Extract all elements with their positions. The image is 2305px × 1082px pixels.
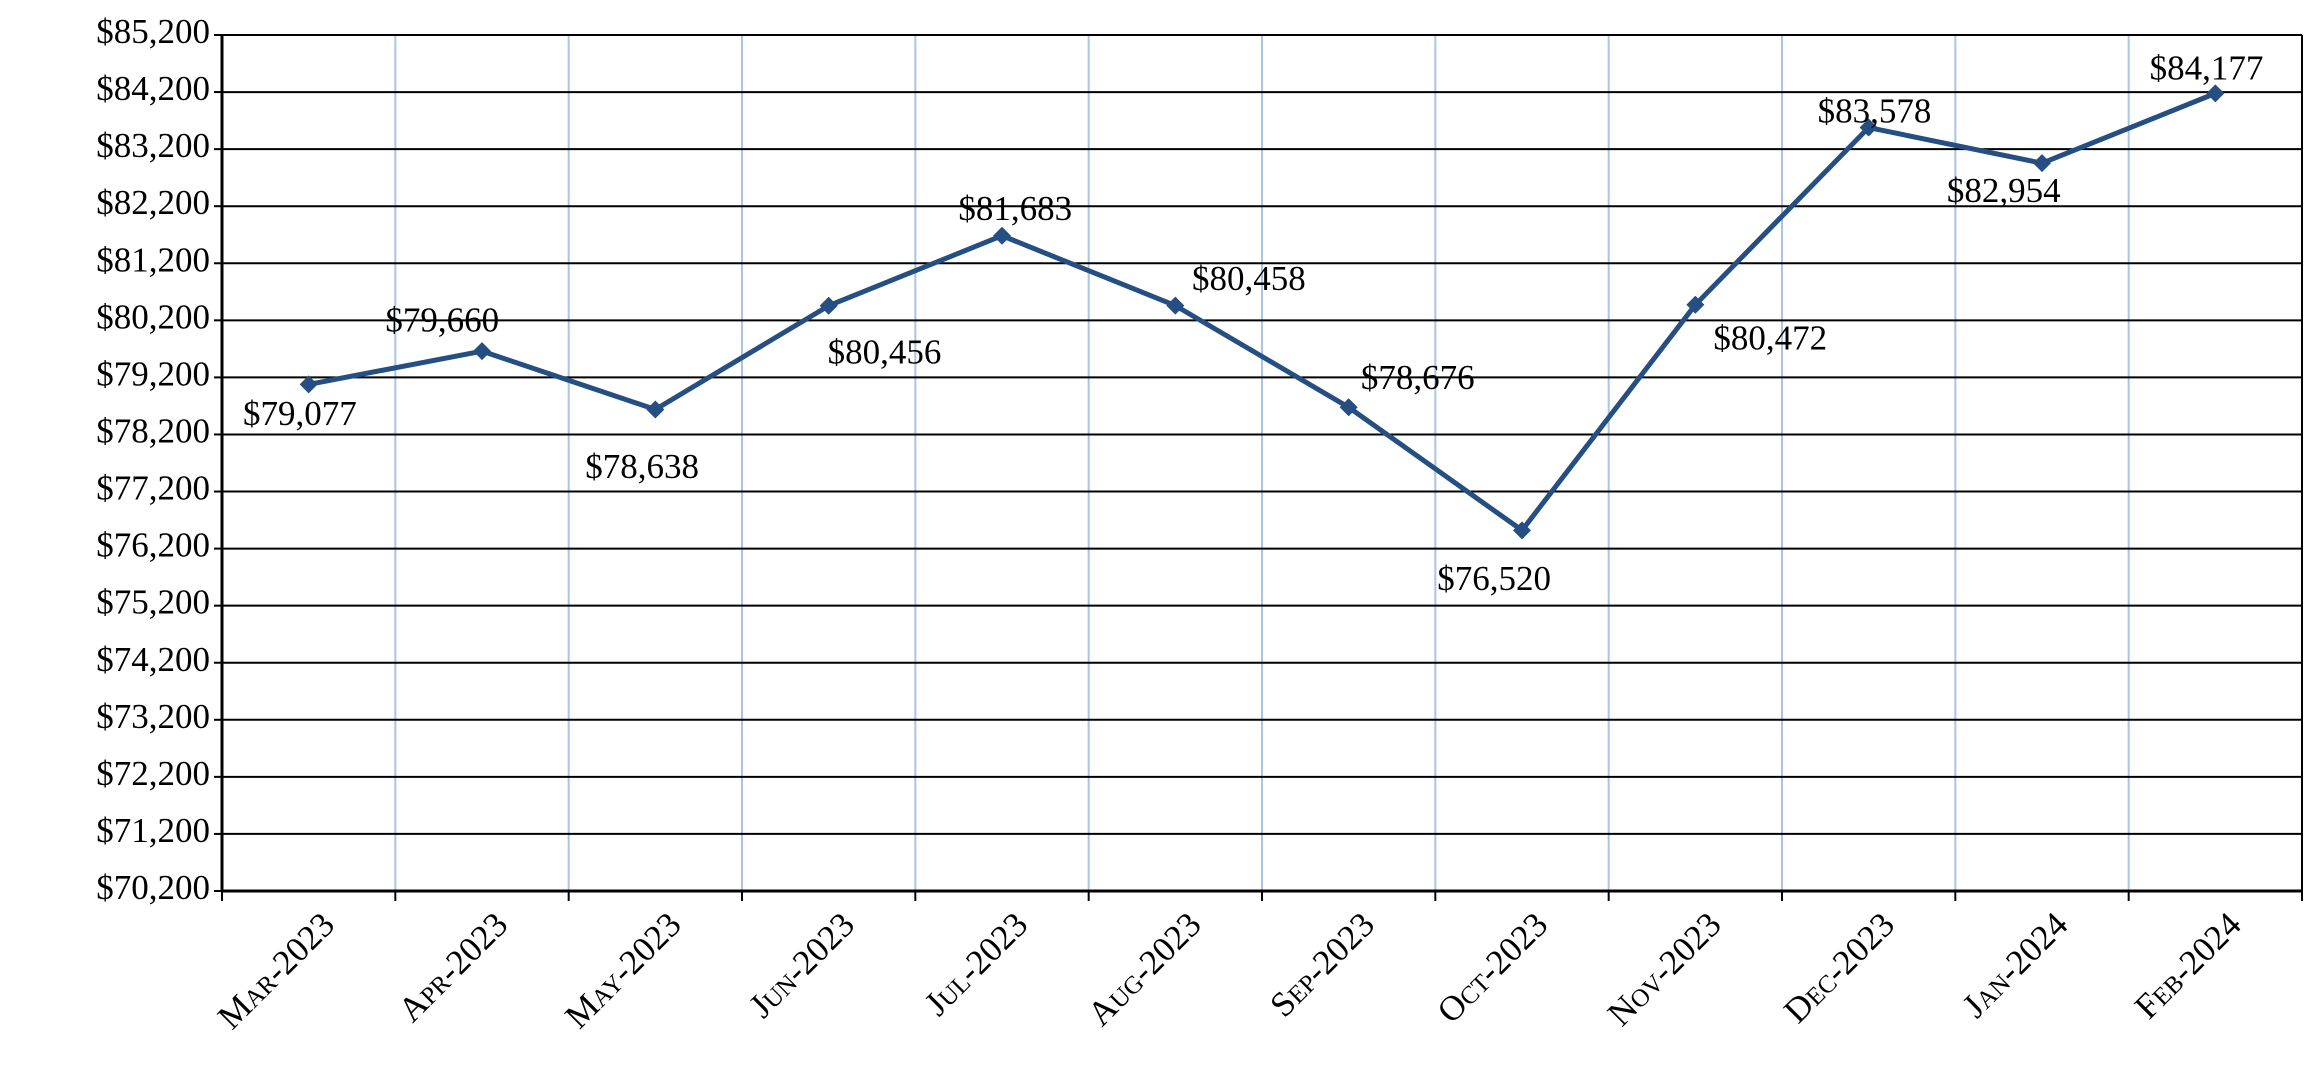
x-tick-label: Aug-2023 (1080, 905, 1209, 1034)
y-tick-label: $83,200 (96, 126, 210, 165)
marker (473, 342, 491, 361)
x-tick-label: Jun-2023 (742, 905, 862, 1025)
marker (646, 400, 665, 419)
data-label: $79,077 (243, 394, 357, 433)
marker (819, 296, 838, 315)
y-tick-label: $79,200 (96, 354, 210, 393)
data-label: $80,472 (1713, 319, 1827, 358)
x-tick-label: Sep-2023 (1262, 905, 1382, 1025)
x-tick-label: Apr-2023 (391, 905, 516, 1030)
y-tick-label: $76,200 (96, 526, 210, 565)
data-label: $78,676 (1361, 358, 1475, 397)
y-tick-label: $80,200 (96, 297, 210, 336)
x-tick-label: Jan-2024 (1955, 905, 2075, 1025)
y-tick-label: $73,200 (96, 697, 210, 736)
marker (299, 375, 318, 394)
marker (2206, 84, 2225, 103)
marker (2033, 154, 2051, 173)
x-tick-label: Oct-2023 (1430, 905, 1556, 1031)
data-label: $80,458 (1192, 259, 1306, 298)
marker (1859, 118, 1878, 137)
marker (1686, 295, 1705, 314)
y-tick-label: $82,200 (96, 183, 210, 222)
data-label: $81,683 (958, 189, 1072, 228)
y-tick-label: $78,200 (96, 411, 210, 450)
data-label: $76,520 (1437, 559, 1551, 598)
x-tick-label: Dec-2023 (1776, 905, 1902, 1031)
y-tick-label: $84,200 (96, 69, 210, 108)
y-tick-label: $71,200 (96, 811, 210, 850)
x-tick-label: Jul-2023 (917, 905, 1036, 1024)
marker (993, 226, 1011, 245)
data-label: $80,456 (828, 333, 942, 372)
marker (1513, 521, 1531, 540)
y-tick-label: $77,200 (96, 469, 210, 508)
y-tick-label: $81,200 (96, 240, 210, 279)
y-tick-label: $75,200 (96, 583, 210, 622)
y-tick-label: $70,200 (96, 868, 210, 907)
data-label: $82,954 (1947, 171, 2061, 210)
data-label: $79,660 (385, 300, 499, 339)
x-tick-label: May-2023 (557, 905, 688, 1036)
x-tick-label: Feb-2024 (2127, 905, 2249, 1027)
line (308, 91, 2217, 533)
x-tick-label: Nov-2023 (1600, 905, 1729, 1034)
data-label: $84,177 (2150, 48, 2264, 87)
y-tick-label: $74,200 (96, 640, 210, 679)
x-tick-label: Mar-2023 (210, 905, 342, 1037)
y-tick-label: $85,200 (96, 12, 210, 51)
data-label: $83,578 (1818, 91, 1932, 130)
marker (1339, 398, 1358, 417)
y-tick-label: $72,200 (96, 754, 210, 793)
data-label: $78,638 (585, 447, 699, 486)
marker (1166, 296, 1185, 315)
